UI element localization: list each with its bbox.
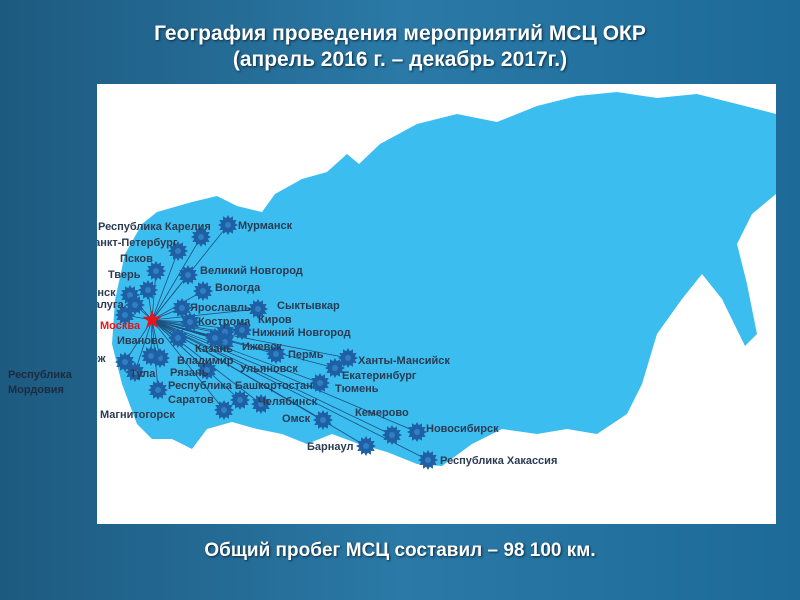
city-label: Ярославль xyxy=(190,302,251,314)
route-line xyxy=(151,319,429,461)
city-label: Тула xyxy=(130,368,156,380)
city-marker-dot xyxy=(122,312,128,318)
route-line xyxy=(151,319,418,433)
city-marker-dot xyxy=(414,429,420,435)
city-marker-dot xyxy=(198,234,204,240)
city-label-mordovia: Республика Мордовия xyxy=(8,369,72,396)
city-marker-dot xyxy=(239,327,245,333)
city-label: Екатеринбург xyxy=(342,370,417,382)
city-label: Ижевск xyxy=(242,341,282,353)
city-label: Ульяновск xyxy=(240,363,298,375)
route-line xyxy=(151,319,367,447)
city-label: Смоленск xyxy=(97,287,116,299)
city-label: Новосибирск xyxy=(426,423,499,435)
city-marker-dot xyxy=(127,292,133,298)
city-marker-dot xyxy=(389,432,395,438)
city-marker-dot xyxy=(155,387,161,393)
route-line xyxy=(151,319,393,436)
city-marker-dot xyxy=(145,287,151,293)
city-marker-dot xyxy=(255,306,261,312)
city-marker-dot xyxy=(258,401,264,407)
city-label: Казань xyxy=(195,343,233,355)
route-line xyxy=(151,308,259,321)
city-marker-dot xyxy=(185,272,191,278)
city-marker-dot xyxy=(132,302,138,308)
route-line xyxy=(151,250,179,321)
city-label: Воронеж xyxy=(97,353,106,365)
city-label: Вологда xyxy=(215,282,261,294)
route-line xyxy=(151,319,336,369)
city-labels: Мурманск Республика Карелия Санкт-Петербур… xyxy=(97,220,557,467)
route-line xyxy=(151,319,321,384)
city-marker-dot xyxy=(179,305,185,311)
city-label: Нижний Новгород xyxy=(252,327,351,339)
city-marker-dot xyxy=(237,397,243,403)
russia-landmass xyxy=(112,92,776,466)
city-label: Великий Новгород xyxy=(200,265,303,277)
city-markers xyxy=(115,215,438,470)
city-marker-dot xyxy=(363,443,369,449)
city-label: Саратов xyxy=(168,394,214,406)
city-label: Владимир xyxy=(177,355,234,367)
city-marker-dot xyxy=(175,335,181,341)
city-marker-dot xyxy=(222,339,228,345)
route-line xyxy=(151,319,241,401)
city-marker-dot xyxy=(212,335,218,341)
city-label: Сыктывкар xyxy=(277,300,340,312)
city-marker-dot xyxy=(204,367,210,373)
city-marker-dot xyxy=(273,351,279,357)
slide-title: География проведения мероприятий МСЦ ОКР xyxy=(154,22,646,45)
city-label: Барнаул xyxy=(307,441,353,453)
city-label: Республика Башкортостан xyxy=(168,380,313,392)
total-distance: Общий пробег МСЦ составил – 98 100 км. xyxy=(204,540,596,561)
city-label: Челябинск xyxy=(258,396,318,408)
russia-map: Мурманск Республика Карелия Санкт-Петербур… xyxy=(97,92,776,470)
city-label: Тюмень xyxy=(335,383,379,395)
route-line xyxy=(151,319,225,411)
city-label: Кемерово xyxy=(355,407,409,419)
city-marker-dot xyxy=(200,288,206,294)
city-marker-dot xyxy=(317,380,323,386)
city-label: Тверь xyxy=(108,269,141,281)
city-marker-dot xyxy=(345,355,351,361)
route-line xyxy=(151,236,202,321)
city-label: Пермь xyxy=(288,349,324,361)
city-label: Киров xyxy=(258,314,292,326)
city-label: Санкт-Петербург xyxy=(97,237,178,249)
city-marker-dot xyxy=(175,248,181,254)
city-label: Мурманск xyxy=(238,220,293,232)
map-panel: Мурманск Республика Карелия Санкт-Петербур… xyxy=(8,84,776,524)
city-marker-dot xyxy=(221,407,227,413)
city-label: Республика Карелия xyxy=(98,221,211,233)
city-marker-dot xyxy=(153,268,159,274)
city-label-moscow: Москва xyxy=(100,320,141,332)
city-marker-dot xyxy=(122,359,128,365)
city-label: Ханты-Мансийск xyxy=(358,355,450,367)
city-marker-dot xyxy=(187,319,193,325)
city-label: Рязань xyxy=(170,367,209,379)
route-line xyxy=(151,274,189,321)
route-line xyxy=(134,319,153,373)
city-label: Омск xyxy=(282,413,311,425)
city-marker-dot xyxy=(148,353,154,359)
city-marker-dot xyxy=(132,369,138,375)
city-label: Калуга xyxy=(97,299,125,311)
moscow-star-icon xyxy=(142,310,162,329)
city-label: Иваново xyxy=(117,335,165,347)
city-label: Магнитогорск xyxy=(100,409,175,421)
city-label: Псков xyxy=(120,253,153,265)
slide-subtitle: (апрель 2016 г. – декабрь 2017г.) xyxy=(232,48,568,71)
city-label: Республика Хакассия xyxy=(440,455,557,467)
city-marker-dot xyxy=(225,222,231,228)
city-marker-dot xyxy=(332,365,338,371)
city-label: Кострома xyxy=(198,316,251,328)
city-marker-dot xyxy=(425,457,431,463)
city-marker-dot xyxy=(320,417,326,423)
